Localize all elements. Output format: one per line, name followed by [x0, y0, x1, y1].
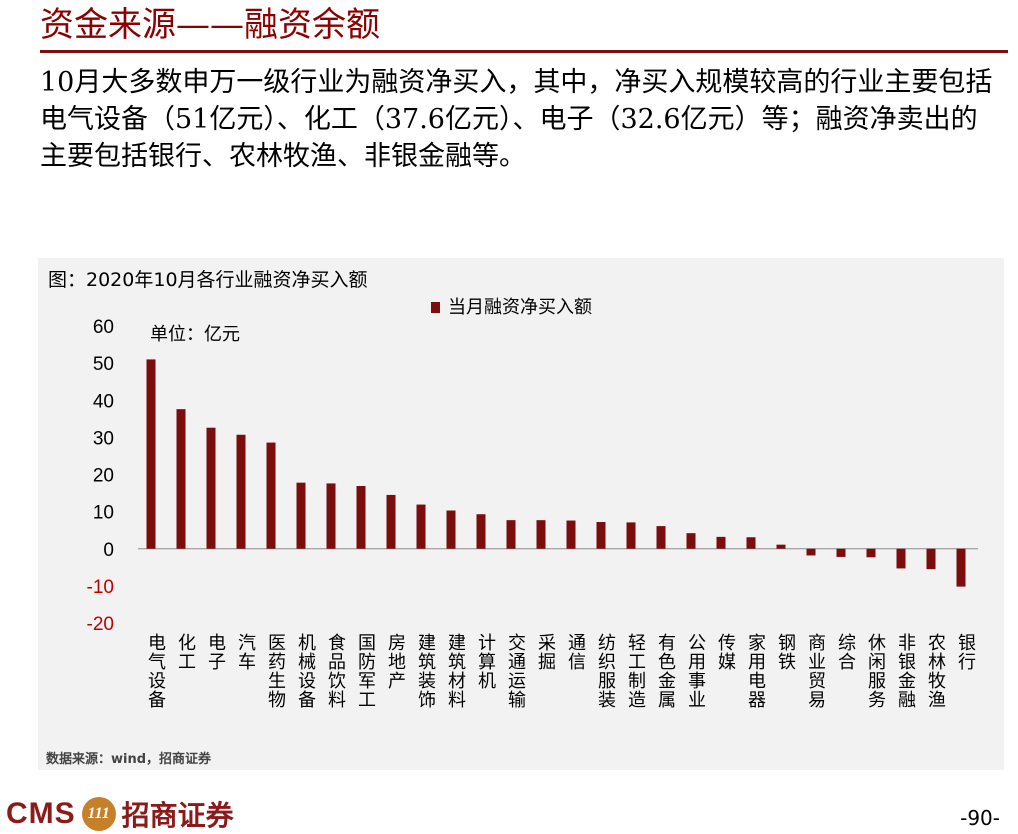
x-category-label: 纺织服装 [598, 633, 616, 711]
x-category-label: 建筑材料 [448, 633, 466, 711]
bar [506, 520, 516, 549]
bar [356, 486, 366, 549]
logo-latin: CMS [6, 797, 76, 830]
x-category-label: 电子 [208, 633, 226, 673]
y-tick-label: 10 [93, 503, 114, 524]
x-category-label: 医药生物 [268, 633, 286, 711]
x-category-label: 综合 [838, 633, 856, 673]
bar [866, 548, 876, 558]
x-category-label: 计算机 [478, 633, 496, 692]
x-category-label: 传媒 [718, 633, 736, 673]
x-category-label: 建筑装饰 [418, 633, 436, 711]
x-category-label: 农林牧渔 [928, 633, 946, 711]
x-category-label: 休闲服务 [868, 633, 886, 711]
bar [236, 434, 246, 549]
legend-label: 当月融资净买入额 [448, 297, 592, 318]
title-rule [40, 50, 1008, 53]
x-category-label: 有色金属 [658, 633, 676, 711]
bar [596, 522, 606, 549]
bar [746, 537, 756, 549]
x-category-label: 通信 [568, 633, 586, 673]
bar [386, 494, 396, 549]
x-category-label: 国防军工 [358, 633, 376, 711]
industry-bar-chart: 60 50 40 30 20 10 0 -10 -20 电气设备化工电子汽车医药生物机械设备食品饮… [87, 297, 978, 711]
body-text: 10月大多数申万一级行业为融资净买入，其中，净买入规模较高的行业主要包括电气设备… [40, 67, 993, 172]
x-category-label: 非银金融 [898, 633, 916, 711]
y-tick-label: 50 [93, 354, 114, 375]
x-category-label: 商业贸易 [808, 633, 826, 711]
y-tick-label: -20 [87, 614, 114, 635]
logo-chinese: 招商证券 [121, 799, 234, 832]
bar [146, 359, 156, 549]
y-tick-label: 30 [93, 428, 114, 449]
y-tick-label: 20 [93, 466, 114, 487]
bar [806, 548, 816, 556]
bar [566, 520, 576, 549]
legend-swatch [431, 302, 440, 313]
x-category-label: 电气设备 [148, 633, 166, 711]
x-category-label: 化工 [178, 633, 196, 673]
x-category-label: 食品饮料 [328, 633, 346, 711]
page-number: -90- [960, 806, 1000, 830]
bar [536, 520, 546, 549]
chart-panel [38, 258, 1004, 770]
unit-label: 单位：亿元 [150, 324, 240, 345]
y-tick-label: 60 [93, 317, 114, 338]
bar [266, 442, 276, 549]
x-category-label: 公用事业 [688, 633, 706, 711]
bar [716, 536, 726, 549]
x-category-label: 房地产 [388, 633, 406, 692]
y-tick-label: -10 [87, 577, 114, 598]
x-category-label: 采掘 [538, 633, 556, 673]
figure-title: 图：2020年10月各行业融资净买入额 [48, 269, 368, 291]
bar [626, 522, 636, 549]
bar [836, 548, 846, 557]
x-category-label: 轻工制造 [628, 633, 646, 711]
y-tick-label: 40 [93, 391, 114, 412]
cms-logo: CMS 111 招商证券 [6, 794, 234, 834]
bar [686, 533, 696, 549]
bar [176, 409, 186, 549]
bar [926, 548, 936, 570]
bar [206, 427, 216, 549]
y-tick-label: 0 [103, 540, 114, 561]
bar [326, 483, 336, 549]
bar [896, 548, 906, 569]
x-category-label: 机械设备 [298, 633, 316, 711]
x-category-label: 汽车 [238, 633, 256, 673]
x-category-label: 交通运输 [508, 633, 526, 711]
bar [296, 482, 306, 549]
bar [416, 504, 426, 549]
x-category-label: 家用电器 [748, 633, 766, 711]
x-category-label: 钢铁 [778, 633, 796, 673]
x-category-label: 银行 [958, 633, 976, 673]
bar [476, 514, 486, 549]
page-title: 资金来源——融资余额 [40, 5, 380, 45]
data-source: 数据来源：wind，招商证券 [46, 752, 212, 767]
bar [956, 548, 966, 587]
bar [776, 544, 786, 549]
logo-badge-icon: 111 [81, 797, 116, 831]
bar [656, 526, 666, 549]
bar [446, 510, 456, 549]
